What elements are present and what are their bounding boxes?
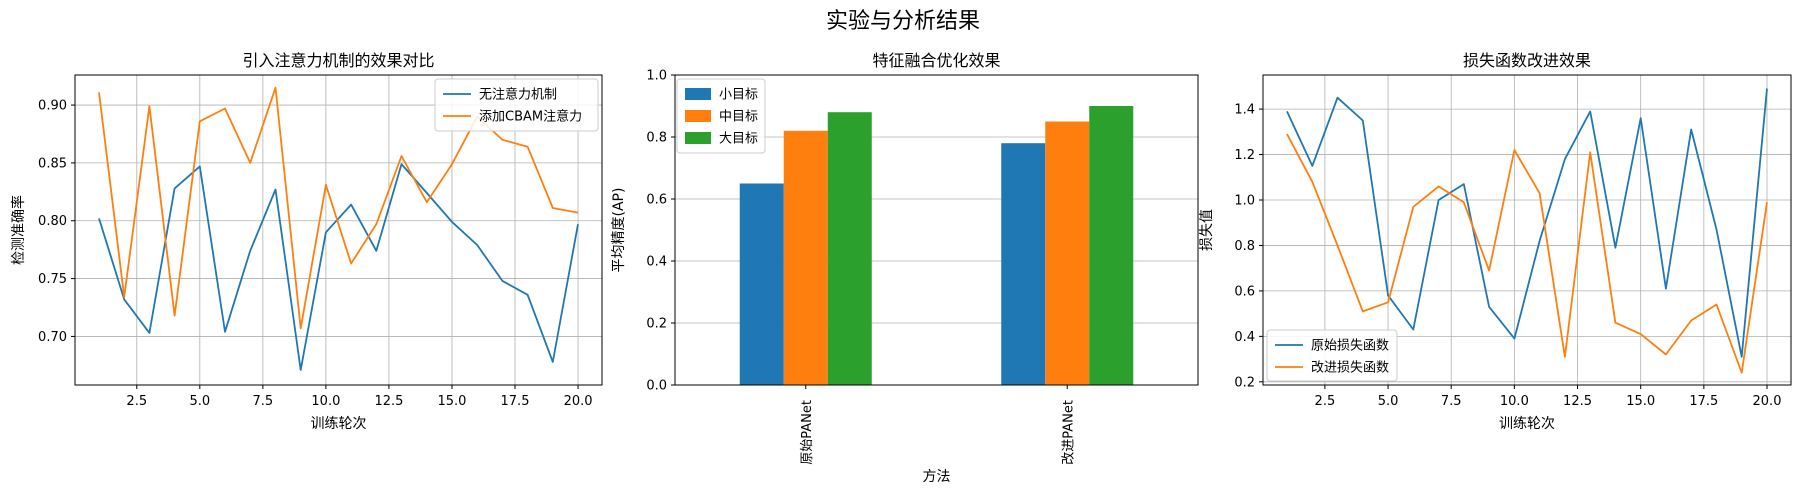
y-axis-label: 平均精度(AP) [611, 188, 627, 273]
y-tick-label: 0.0 [646, 379, 667, 394]
series-line-0 [1286, 88, 1768, 358]
x-tick-label: 17.5 [1689, 394, 1718, 409]
legend-swatch-2 [685, 132, 711, 144]
x-tick-label: 7.5 [1441, 394, 1462, 409]
bar-1-1 [1045, 121, 1090, 385]
legend-label-0: 原始损失函数 [1311, 339, 1389, 354]
bar-0-0 [739, 183, 784, 385]
x-tick-label: 15.0 [437, 394, 466, 409]
x-tick-label: 改进PANet [1061, 400, 1076, 465]
y-tick-label: 0.85 [38, 156, 67, 171]
bar-0-1 [1001, 143, 1046, 385]
x-tick-label: 原始PANet [800, 400, 815, 465]
axes-frame [1262, 74, 1792, 386]
x-tick-label: 10.0 [311, 394, 340, 409]
y-tick-label: 1.2 [1234, 148, 1255, 163]
y-tick-label: 0.2 [646, 317, 667, 332]
figure-suptitle: 实验与分析结果 [826, 9, 980, 34]
x-tick-label: 5.0 [1378, 394, 1399, 409]
y-tick-label: 0.8 [646, 131, 667, 146]
x-tick-label: 15.0 [1626, 394, 1655, 409]
bar-2-1 [1089, 106, 1134, 385]
y-tick-label: 0.8 [1234, 239, 1255, 254]
legend-label-1: 添加CBAM注意力 [479, 109, 582, 125]
y-tick-label: 1.0 [1234, 194, 1255, 209]
y-tick-label: 0.90 [38, 99, 67, 114]
chart-title: 损失函数改进效果 [1463, 51, 1591, 70]
y-tick-label: 0.70 [38, 330, 67, 345]
y-tick-label: 0.4 [1234, 330, 1255, 345]
axes-frame [74, 74, 603, 386]
bar-2-0 [827, 112, 872, 385]
x-axis-label: 训练轮次 [311, 416, 367, 432]
axes-frame [674, 74, 1199, 386]
x-tick-label: 7.5 [253, 394, 274, 409]
x-tick-label: 2.5 [126, 394, 147, 409]
chart-title: 引入注意力机制的效果对比 [242, 51, 434, 70]
legend-box [1266, 329, 1398, 382]
x-tick-label: 12.5 [1563, 394, 1592, 409]
y-tick-label: 0.4 [646, 255, 667, 270]
x-tick-label: 20.0 [564, 394, 593, 409]
y-tick-label: 0.6 [646, 193, 667, 208]
y-axis-label: 损失值 [1199, 209, 1215, 251]
legend-label-2: 大目标 [719, 132, 758, 147]
series-line-1 [1286, 133, 1768, 374]
legend-label-0: 无注意力机制 [479, 87, 557, 103]
x-tick-label: 10.0 [1500, 394, 1529, 409]
y-axis-label: 检测准确率 [10, 195, 27, 265]
bar-1-0 [783, 130, 828, 385]
y-tick-label: 0.80 [38, 214, 67, 229]
series-line-0 [98, 163, 579, 371]
y-tick-label: 0.2 [1234, 375, 1255, 390]
x-tick-label: 17.5 [501, 394, 530, 409]
legend-swatch-0 [685, 88, 711, 100]
legend-swatch-1 [685, 110, 711, 122]
x-tick-label: 12.5 [374, 394, 403, 409]
y-tick-label: 1.0 [646, 69, 667, 84]
chart-title: 特征融合优化效果 [872, 51, 1000, 70]
y-tick-label: 0.6 [1234, 284, 1255, 299]
y-tick-label: 0.75 [38, 272, 67, 287]
x-tick-label: 5.0 [189, 394, 210, 409]
legend-box [434, 78, 599, 132]
legend-label-1: 改进损失函数 [1311, 361, 1389, 376]
legend-label-0: 小目标 [719, 88, 758, 103]
x-tick-label: 20.0 [1753, 394, 1782, 409]
y-tick-label: 1.4 [1234, 103, 1255, 118]
x-tick-label: 2.5 [1315, 394, 1336, 409]
x-axis-label: 训练轮次 [1499, 416, 1555, 432]
x-axis-label: 方法 [923, 469, 951, 485]
series-line-1 [98, 86, 579, 330]
legend-label-1: 中目标 [719, 110, 758, 125]
